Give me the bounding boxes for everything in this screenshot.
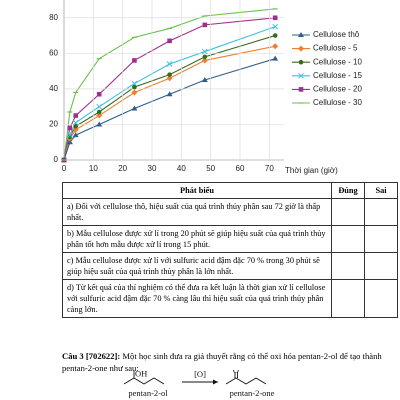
question: Câu 3 [702622]: Một học sinh đưa ra giả … [62,350,398,374]
marker [272,33,278,38]
marker [66,139,73,145]
answer-cell[interactable] [331,225,365,253]
marker [272,15,278,21]
legend-label: Cellulose - 5 [313,44,358,53]
marker [167,72,172,77]
statement-table: Phát biểu Đúng Sai a) Đối với cellulose … [62,182,398,318]
marker [96,121,103,127]
statement: b) Mẫu cellulose được xử lí trong 20 phú… [62,225,332,253]
x-tick-label: 10 [89,164,98,173]
marker [73,123,79,129]
marker [131,105,138,111]
marker [201,57,208,64]
y-tick-label: 20 [49,120,58,129]
statement: c) Mẫu cellulose được xử lí với sulfuric… [62,252,332,280]
marker [272,55,279,61]
marker [96,109,102,115]
legend-label: Cellulose - 15 [313,71,362,80]
marker [72,132,79,138]
answer-cell[interactable] [331,252,365,280]
marker [96,103,103,110]
product-structure [225,372,267,385]
marker [167,38,172,44]
marker [298,59,304,65]
row: c) Mẫu cellulose được xử lí với sulfuric… [62,252,398,280]
reactant-group: OH [135,370,147,378]
answer-cell[interactable] [331,198,365,226]
marker [67,132,73,138]
answer-cell[interactable] [364,252,398,280]
answer-cell[interactable] [364,198,398,226]
y-tick-label: 60 [49,48,58,57]
marker [272,23,279,30]
answer-cell[interactable] [331,279,365,318]
header-cell: Sai [364,182,398,199]
marker [132,84,137,90]
marker [72,126,79,133]
legend-label: Cellulose - 20 [313,85,362,94]
row: b) Mẫu cellulose được xử lí trong 20 phú… [62,225,398,253]
header-cell: Phát biểu [62,182,332,199]
marker [96,91,102,97]
marker [202,22,208,28]
marker [298,32,304,37]
marker [73,113,79,118]
reactant-name: pentan-2-ol [128,388,168,398]
marker [131,89,138,96]
marker [67,125,73,131]
question-text: Một học sinh đưa ra giả thuyết rằng có t… [62,351,382,373]
header-cell: Đúng [331,182,365,199]
x-tick-label: 70 [265,164,274,173]
arrow-head [213,379,218,385]
legend-label: Cellulose - 10 [313,57,362,66]
marker [298,87,304,92]
marker [298,45,304,52]
x-tick-label: 0 [62,164,67,173]
y-tick-label: 40 [49,84,58,93]
answer-cell[interactable] [364,225,398,253]
reagent: [O] [194,370,206,379]
marker [201,77,208,82]
header-row: Phát biểu Đúng Sai [62,182,398,199]
marker [166,91,173,97]
legend-label: Cellulose - 30 [313,98,362,107]
marker [298,72,304,79]
product-name: pentan-2-one [230,388,275,398]
reaction: OH pentan-2-ol [O] O pentan-2-one [123,370,275,398]
row: a) Đối với cellulose thô, hiệu suất của … [62,198,398,226]
answer-cell[interactable] [364,279,398,318]
marker [96,112,103,119]
marker [166,61,173,67]
marker [166,75,173,82]
x-tick-label: 20 [118,164,127,173]
x-tick-label: 50 [206,164,215,173]
chart: 0 20 40 60 80 0 10 20 30 40 50 60 70 Thời gian (giờ) C… [49,0,362,175]
x-axis-label: Thời gian (giờ) [285,166,338,175]
marker [202,54,208,60]
statement: d) Từ kết quả của thí nghiệm có thể đưa … [62,279,332,318]
y-tick-label: 80 [49,13,58,22]
legend-label: Cellulose thô [313,30,360,39]
marker [132,58,137,63]
row: d) Từ kết quả của thí nghiệm có thể đưa … [62,279,398,318]
x-tick-label: 40 [177,164,186,173]
product-group: O [233,370,239,375]
marker [272,43,279,50]
statement: a) Đối với cellulose thô, hiệu suất của … [62,198,332,226]
x-tick-label: 30 [148,164,157,173]
marker [72,119,79,126]
x-tick-label: 60 [236,164,245,173]
series-line [63,8,276,161]
question-label: Câu 3 [702622]: [62,351,121,361]
marker [201,48,208,55]
reactant-structure [123,371,165,385]
marker [131,80,138,87]
y-tick-label: 0 [54,155,59,164]
